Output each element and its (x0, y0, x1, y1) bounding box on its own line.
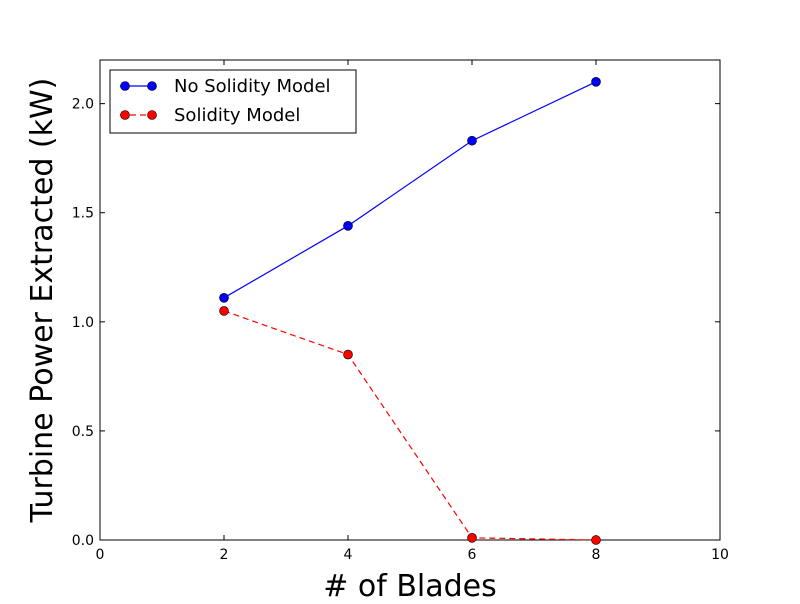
legend-marker-no-solidity-model (120, 81, 130, 91)
y-tick-label: 2.0 (72, 97, 94, 113)
legend-entry-no-solidity-model: No Solidity Model (120, 76, 331, 97)
legend: No Solidity Model Solidity Model (109, 69, 357, 134)
x-axis-ticks: 0 2 4 6 8 10 (96, 60, 729, 563)
y-tick-label: 0.5 (72, 424, 94, 440)
data-point-solidity-model (467, 533, 477, 543)
series-line-no-solidity-model (223, 81, 597, 299)
x-tick-label: 8 (592, 547, 601, 563)
legend-label-no-solidity-model: No Solidity Model (174, 76, 331, 97)
x-tick-label: 2 (220, 547, 229, 563)
x-tick-label: 4 (344, 547, 353, 563)
series-layer (219, 77, 601, 545)
data-point-solidity-model (591, 535, 601, 545)
legend-label-solidity-model: Solidity Model (174, 105, 300, 126)
x-tick-label: 6 (468, 547, 477, 563)
legend-marker-solidity-model (120, 110, 130, 120)
x-axis-label: # of Blades (323, 569, 497, 600)
legend-entry-solidity-model: Solidity Model (120, 105, 300, 126)
data-point-no-solidity-model (591, 77, 601, 87)
data-point-no-solidity-model (467, 135, 477, 146)
data-point-solidity-model (343, 349, 353, 360)
plot-area (99, 59, 721, 541)
x-tick-label: 10 (711, 547, 729, 563)
data-point-no-solidity-model (343, 221, 353, 231)
y-axis-ticks: 0.0 0.5 1.0 1.5 2.0 (72, 97, 720, 549)
y-tick-label: 0.0 (72, 533, 94, 549)
y-tick-label: 1.5 (72, 206, 94, 222)
legend-box (109, 69, 357, 134)
series-line-solidity-model (223, 310, 597, 541)
y-axis-label: Turbine Power Extracted (kW) (25, 78, 60, 524)
y-tick-label: 1.0 (72, 315, 94, 331)
legend-marker-no-solidity-model (147, 81, 157, 91)
data-point-no-solidity-model (219, 293, 229, 303)
data-point-solidity-model (219, 306, 229, 316)
x-tick-label: 0 (96, 547, 105, 563)
legend-marker-solidity-model (147, 110, 157, 120)
